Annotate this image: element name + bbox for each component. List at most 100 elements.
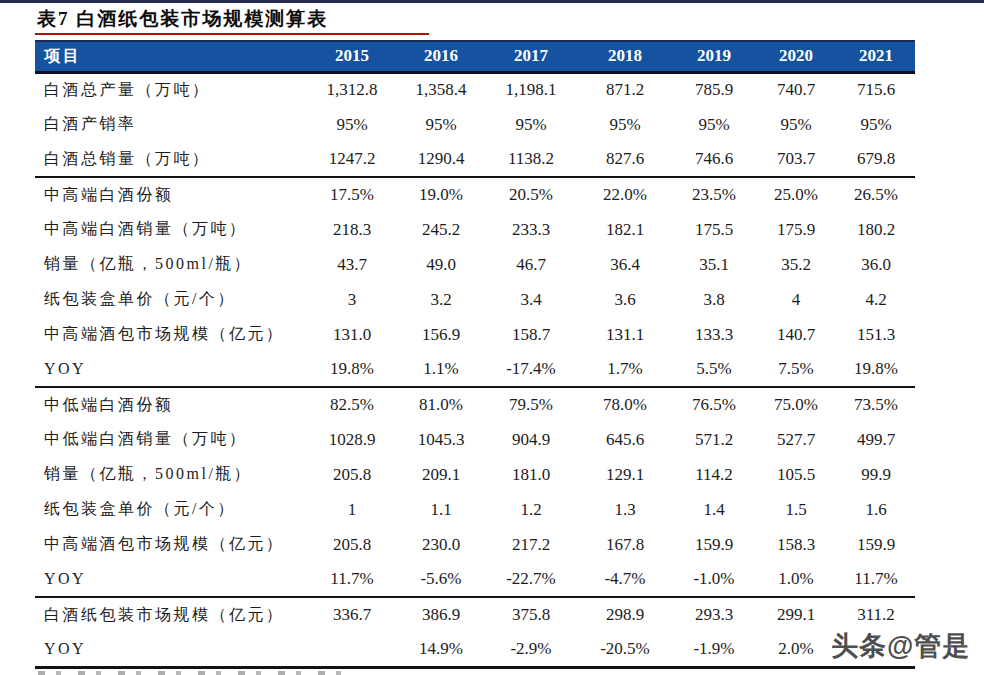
table-cell: 49.0: [397, 247, 485, 282]
table-cell: 95%: [307, 107, 397, 142]
row-label: 白酒总产量（万吨）: [35, 72, 307, 107]
table-cell: 19.0%: [397, 177, 485, 212]
table-cell: 1.6: [837, 492, 915, 527]
row-label: YOY: [35, 562, 307, 597]
table-cell: 1.5: [755, 492, 837, 527]
table-row: 中高端酒包市场规模（亿元）205.8230.0217.2167.8159.915…: [35, 527, 915, 562]
table-cell: 95%: [673, 107, 755, 142]
header-year-2021: 2021: [837, 41, 915, 72]
table-cell: 75.0%: [755, 387, 837, 422]
table-cell: 167.8: [577, 527, 673, 562]
table-cell: 293.3: [673, 597, 755, 632]
row-label: 纸包装盒单价（元/个）: [35, 492, 307, 527]
table-cell: 19.8%: [307, 352, 397, 387]
table-cell: 1,312.8: [307, 72, 397, 107]
table-cell: 679.8: [837, 142, 915, 177]
table-cell: 159.9: [673, 527, 755, 562]
header-year-2019: 2019: [673, 41, 755, 72]
table-cell: 95%: [577, 107, 673, 142]
table-cell: 1.1%: [397, 352, 485, 387]
table-cell: 36.0: [837, 247, 915, 282]
table-cell: 181.0: [485, 457, 577, 492]
table-cell: 81.0%: [397, 387, 485, 422]
header-item-label: 项目: [35, 41, 307, 72]
table-cell: 11.7%: [307, 562, 397, 597]
table-row: YOY19.8%1.1%-17.4%1.7%5.5%7.5%19.8%: [35, 352, 915, 387]
table-cell: 95%: [397, 107, 485, 142]
table-cell: -1.0%: [673, 562, 755, 597]
table-cell: 336.7: [307, 597, 397, 632]
table-cell: 73.5%: [837, 387, 915, 422]
row-label: 纸包装盒单价（元/个）: [35, 282, 307, 317]
header-row: 项目 2015201620172018201920202021: [35, 41, 915, 72]
row-label: 白酒总销量（万吨）: [35, 142, 307, 177]
table-row: 纸包装盒单价（元/个）11.11.21.31.41.51.6: [35, 492, 915, 527]
table-cell: 499.7: [837, 422, 915, 457]
table-cell: 205.8: [307, 457, 397, 492]
table-row: 白酒纸包装市场规模（亿元）336.7386.9375.8298.9293.329…: [35, 597, 915, 632]
table-row: 中低端白酒销量（万吨）1028.91045.3904.9645.6571.252…: [35, 422, 915, 457]
table-cell: 82.5%: [307, 387, 397, 422]
row-label: 中高端酒包市场规模（亿元）: [35, 317, 307, 352]
table-cell: -20.5%: [577, 632, 673, 667]
table-cell: 715.6: [837, 72, 915, 107]
table-header: 项目 2015201620172018201920202021: [35, 41, 915, 72]
table-row: 销量（亿瓶，500ml/瓶）205.8209.1181.0129.1114.21…: [35, 457, 915, 492]
table-cell: 36.4: [577, 247, 673, 282]
table-cell: 35.1: [673, 247, 755, 282]
table-cell: 23.5%: [673, 177, 755, 212]
table-cell: 114.2: [673, 457, 755, 492]
table-cell: 1045.3: [397, 422, 485, 457]
table-cell: 703.7: [755, 142, 837, 177]
table-cell: 1.7%: [577, 352, 673, 387]
table-cell: 11.7%: [837, 562, 915, 597]
table-cell: 245.2: [397, 212, 485, 247]
table-cell: 35.2: [755, 247, 837, 282]
table-cell: 311.2: [837, 597, 915, 632]
table-cell: 175.5: [673, 212, 755, 247]
title-underline: [35, 33, 429, 35]
page-top-rule: [0, 0, 984, 3]
table-cell: 25.0%: [755, 177, 837, 212]
table-row: YOY14.9%-2.9%-20.5%-1.9%2.0%: [35, 632, 915, 667]
table-cell: 1247.2: [307, 142, 397, 177]
table-body: 白酒总产量（万吨）1,312.81,358.41,198.1871.2785.9…: [35, 72, 915, 667]
table-cell: 7.5%: [755, 352, 837, 387]
table-cell: 43.7: [307, 247, 397, 282]
table-cell: -1.9%: [673, 632, 755, 667]
table-cell: 230.0: [397, 527, 485, 562]
table-cell: 375.8: [485, 597, 577, 632]
header-year-2020: 2020: [755, 41, 837, 72]
table-cell: 131.1: [577, 317, 673, 352]
table-cell: 1.0%: [755, 562, 837, 597]
table-cell: 3.4: [485, 282, 577, 317]
table-cell: 159.9: [837, 527, 915, 562]
table-cell: 1: [307, 492, 397, 527]
row-label: 中高端酒包市场规模（亿元）: [35, 527, 307, 562]
table-row: 销量（亿瓶，500ml/瓶）43.749.046.736.435.135.236…: [35, 247, 915, 282]
table-row: 中低端白酒份额82.5%81.0%79.5%78.0%76.5%75.0%73.…: [35, 387, 915, 422]
table-cell: -22.7%: [485, 562, 577, 597]
table-cell: 527.7: [755, 422, 837, 457]
table-cell: -17.4%: [485, 352, 577, 387]
table-cell: 158.3: [755, 527, 837, 562]
table-cell: 299.1: [755, 597, 837, 632]
row-label: 销量（亿瓶，500ml/瓶）: [35, 247, 307, 282]
table-row: YOY11.7%-5.6%-22.7%-4.7%-1.0%1.0%11.7%: [35, 562, 915, 597]
table-cell: 46.7: [485, 247, 577, 282]
table-cell: 1.2: [485, 492, 577, 527]
clipped-footnote-fragments: [38, 671, 348, 675]
table-cell: 1.4: [673, 492, 755, 527]
table-cell: 827.6: [577, 142, 673, 177]
table-cell: 3: [307, 282, 397, 317]
table-cell: 151.3: [837, 317, 915, 352]
table-cell: 1.1: [397, 492, 485, 527]
table-cell: 78.0%: [577, 387, 673, 422]
table-cell: 76.5%: [673, 387, 755, 422]
table-cell: 298.9: [577, 597, 673, 632]
table-cell: 3.6: [577, 282, 673, 317]
table-cell: 904.9: [485, 422, 577, 457]
table-cell: 386.9: [397, 597, 485, 632]
table-cell: 5.5%: [673, 352, 755, 387]
table-cell: 1,358.4: [397, 72, 485, 107]
